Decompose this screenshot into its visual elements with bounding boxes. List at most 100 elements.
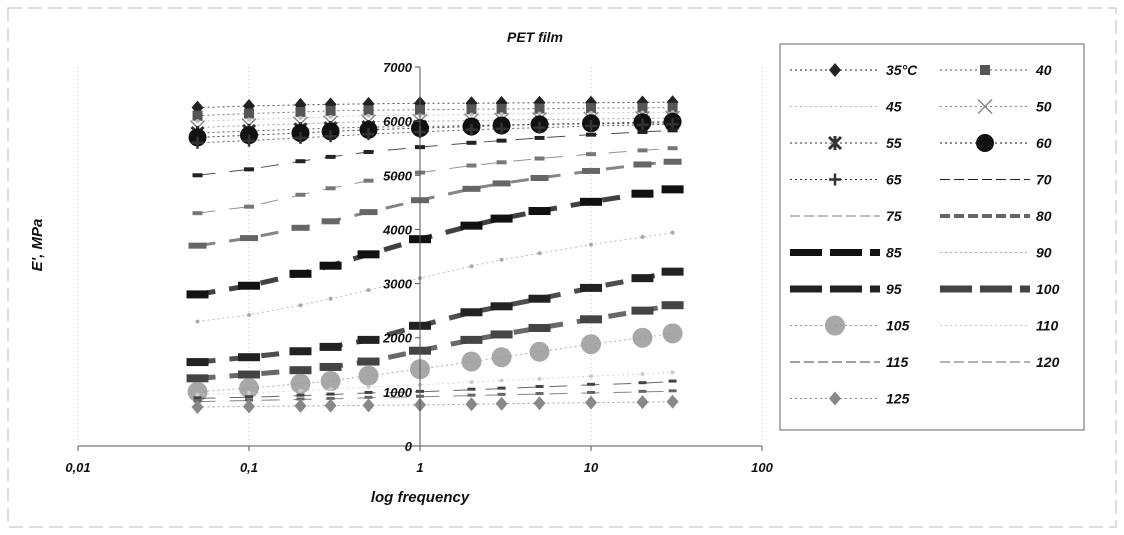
- chart-title: PET film: [507, 29, 563, 45]
- data-point: [357, 250, 380, 259]
- data-point: [364, 395, 373, 399]
- data-point: [496, 138, 507, 143]
- data-point: [238, 353, 260, 362]
- data-point: [533, 121, 546, 134]
- data-point: [326, 396, 335, 400]
- data-point: [325, 154, 336, 159]
- data-point: [537, 376, 542, 381]
- data-point: [530, 174, 549, 181]
- data-point: [187, 381, 208, 402]
- data-point: [663, 158, 682, 165]
- data-point: [535, 392, 544, 396]
- data-point: [631, 306, 654, 315]
- data-point: [188, 242, 207, 249]
- legend-entry-0: 35°C: [790, 62, 918, 78]
- data-point: [244, 167, 254, 172]
- series-10: [186, 185, 684, 299]
- legend-marker: [827, 135, 843, 151]
- data-point: [631, 189, 654, 198]
- data-point: [295, 192, 306, 197]
- data-point: [529, 341, 550, 362]
- data-point: [636, 118, 649, 131]
- outer-frame: [7, 7, 1117, 528]
- series-1: [192, 102, 678, 121]
- data-point: [465, 397, 478, 412]
- data-point: [528, 323, 551, 332]
- data-point: [186, 290, 209, 299]
- data-point: [363, 150, 374, 155]
- data-point: [191, 400, 204, 415]
- data-point: [366, 288, 371, 293]
- data-point: [492, 180, 511, 187]
- data-point: [328, 296, 333, 301]
- data-point: [467, 387, 476, 391]
- x-tick-label: 1: [416, 460, 423, 475]
- series-5: [188, 112, 682, 147]
- data-point: [589, 374, 593, 379]
- data-point: [662, 323, 683, 344]
- y-tick-label: 6000: [383, 114, 413, 129]
- data-point: [466, 140, 477, 145]
- data-point: [586, 152, 596, 157]
- data-point: [587, 382, 595, 386]
- data-point: [298, 388, 303, 393]
- legend-entry-12: 95: [790, 281, 902, 297]
- legend-label: 95: [886, 281, 902, 297]
- data-point: [294, 131, 307, 144]
- data-point: [668, 379, 677, 383]
- data-point: [191, 136, 204, 149]
- data-point: [247, 390, 251, 395]
- data-point: [640, 371, 645, 376]
- data-point: [534, 135, 545, 140]
- data-point: [586, 132, 596, 137]
- data-point: [192, 211, 203, 216]
- data-point: [291, 224, 310, 231]
- data-point: [490, 214, 513, 223]
- legend-entry-8: 75: [790, 208, 902, 224]
- data-point: [319, 362, 342, 371]
- series-line: [197, 232, 673, 322]
- data-point: [462, 185, 481, 192]
- data-point: [495, 396, 508, 411]
- series-18: [191, 394, 679, 415]
- data-point: [585, 395, 597, 410]
- series-line: [197, 129, 673, 176]
- data-point: [298, 303, 303, 308]
- data-point: [289, 269, 312, 278]
- legend-label: 70: [1036, 172, 1052, 188]
- data-point: [460, 335, 483, 344]
- data-point: [192, 110, 203, 121]
- data-point: [589, 111, 593, 116]
- data-point: [537, 111, 542, 116]
- data-point: [533, 396, 546, 411]
- data-point: [238, 370, 260, 379]
- legend-label: 55: [886, 135, 902, 151]
- y-tick-label: 3000: [383, 277, 413, 292]
- legend-entry-5: 60: [940, 134, 1052, 152]
- data-point: [247, 312, 251, 317]
- data-point: [469, 112, 474, 117]
- data-point: [362, 128, 375, 141]
- data-point: [497, 392, 506, 396]
- data-point: [491, 347, 512, 368]
- data-point: [632, 327, 653, 348]
- data-point: [467, 393, 476, 397]
- data-point: [670, 370, 675, 375]
- data-point: [325, 105, 336, 116]
- legend-entry-7: 70: [940, 172, 1052, 188]
- data-point: [244, 108, 254, 119]
- data-point: [490, 330, 513, 339]
- legend-label: 120: [1036, 354, 1060, 370]
- data-point: [461, 351, 482, 372]
- legend-marker: [829, 391, 841, 406]
- series-11: [195, 230, 675, 324]
- legend-marker: [825, 315, 845, 336]
- series-line: [197, 332, 673, 393]
- legend-entry-1: 40: [940, 62, 1052, 78]
- legend-entry-18: 125: [790, 391, 910, 407]
- x-tick-label: 100: [751, 460, 773, 475]
- data-point: [638, 381, 647, 385]
- data-point: [637, 129, 648, 134]
- data-point: [328, 387, 333, 392]
- data-point: [661, 301, 684, 310]
